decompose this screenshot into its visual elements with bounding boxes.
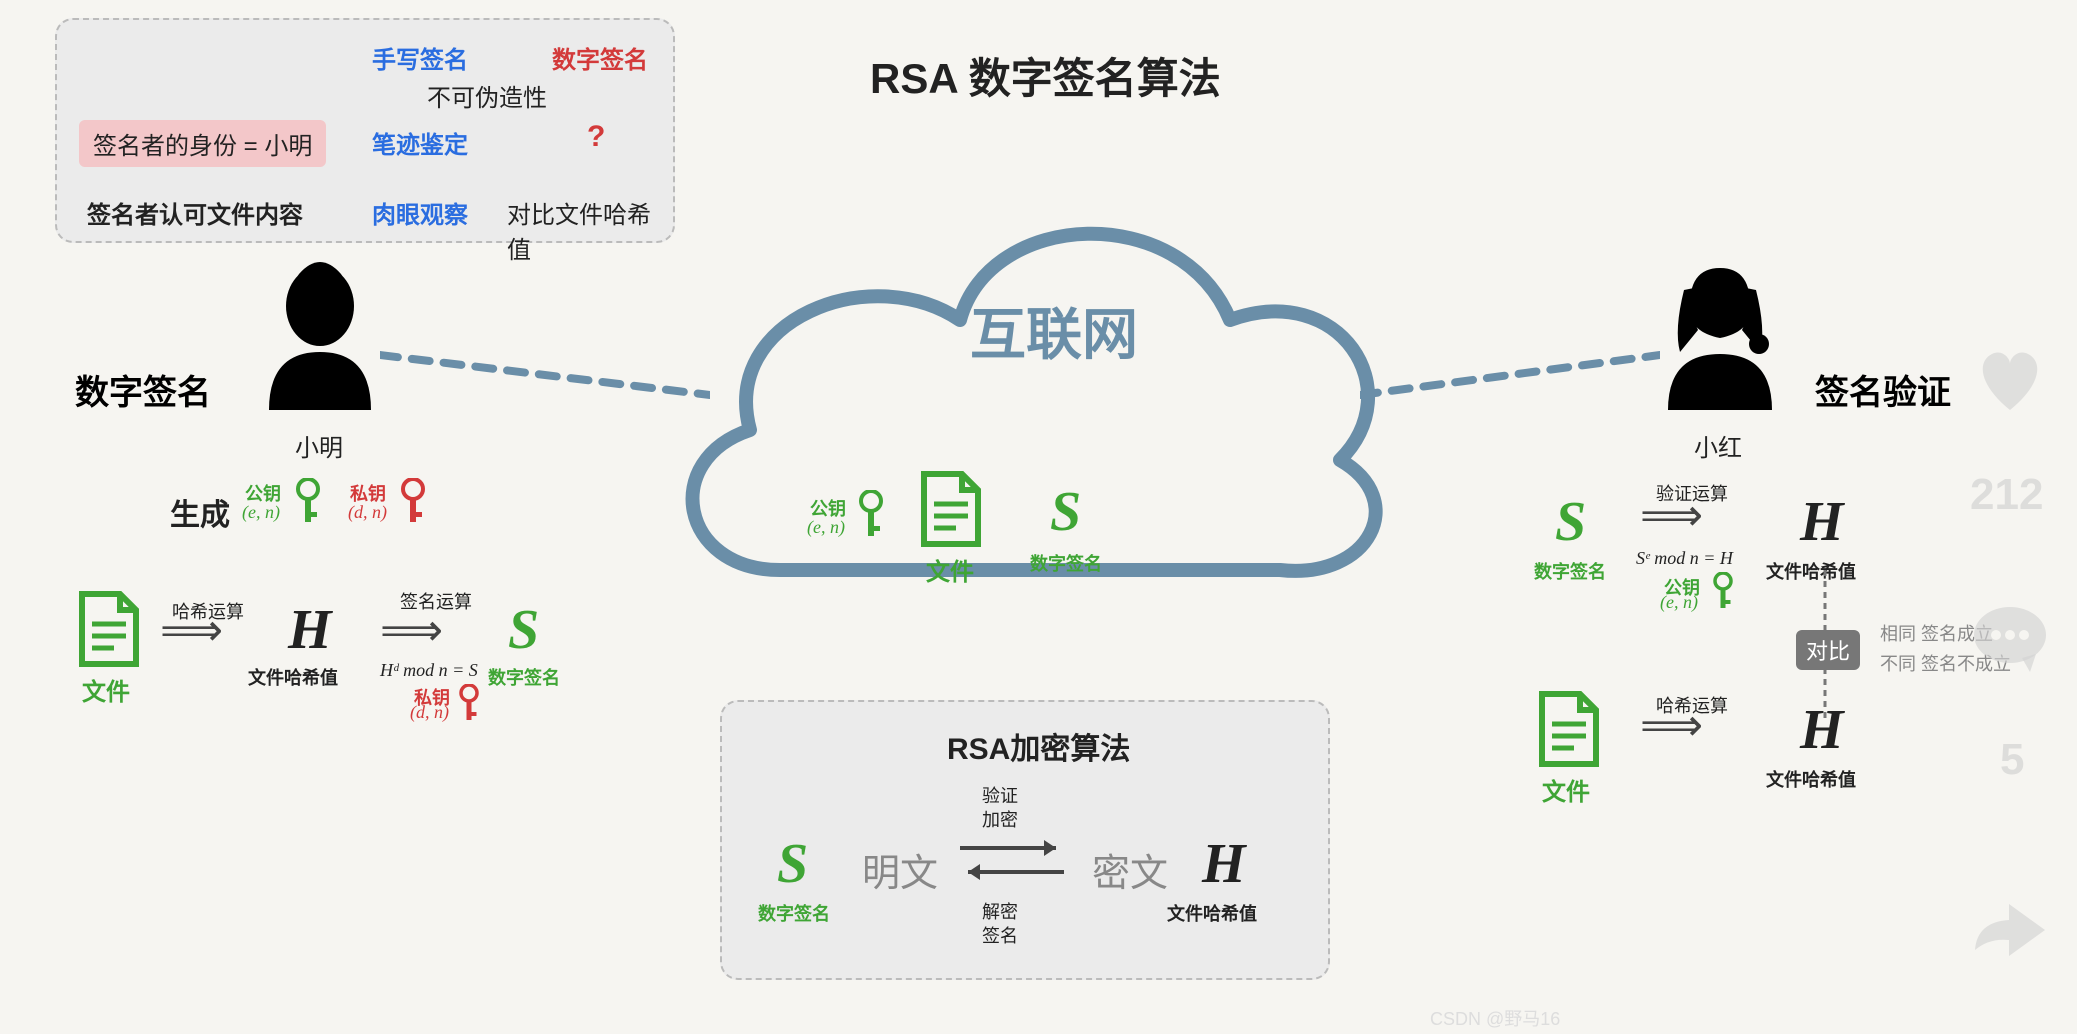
arrow-hash-right: ⟹ (1640, 700, 1699, 751)
panel-sign: 签名 (982, 922, 1018, 948)
watermark-text: CSDN @野马16 (1430, 1005, 1560, 1031)
person-xiaoming-icon (255, 260, 385, 420)
cloud-pubkey-value: (e, n) (807, 517, 845, 538)
cloud-label: 互联网 (970, 290, 1138, 371)
left-sig-label: 数字签名 (488, 664, 560, 690)
verify-formula: Sᵉ mod n = H (1636, 548, 1733, 569)
panel-s-label: 数字签名 (758, 900, 830, 926)
cloud-icon (620, 150, 1420, 650)
arrow-sign: ⟹ (380, 605, 439, 656)
left-H: H (288, 598, 332, 662)
panel-plaintext: 明文 (862, 842, 938, 897)
pubkey-value: (e, n) (242, 502, 280, 523)
cloud-sig-label: 数字签名 (1030, 550, 1102, 576)
person-xiaohong-label: 小红 (1694, 428, 1742, 463)
file-label-left: 文件 (82, 672, 130, 707)
row2-left: 签名者认可文件内容 (87, 195, 303, 230)
dashed-line-left (380, 345, 710, 405)
comment-icon[interactable] (1970, 600, 2050, 680)
rsa-panel-title: RSA加密算法 (947, 724, 1130, 768)
main-title: RSA 数字签名算法 (870, 45, 1221, 106)
row1-handwrite: 笔迹鉴定 (372, 125, 468, 160)
right-S: S (1555, 490, 1586, 554)
panel-h-label: 文件哈希值 (1167, 900, 1257, 926)
right-H2: H (1800, 698, 1844, 762)
person-xiaohong-icon (1650, 260, 1790, 420)
generate-label: 生成 (170, 490, 230, 534)
left-section-title: 数字签名 (75, 365, 211, 414)
double-arrow-icon (952, 830, 1072, 890)
file-icon-left (78, 590, 140, 668)
arrow-verify: ⟹ (1640, 490, 1699, 541)
heart-icon[interactable] (1970, 340, 2050, 420)
comment-count: 5 (2000, 735, 2024, 785)
panel-decrypt: 解密 (982, 898, 1018, 924)
panel-encrypt: 加密 (982, 806, 1018, 832)
red-key-icon (400, 478, 426, 526)
cloud-file-icon (920, 470, 982, 548)
privkey-value: (d, n) (348, 502, 387, 523)
row1-question: ? (587, 120, 605, 154)
person-xiaoming-label: 小明 (295, 428, 343, 463)
sign-formula: Hᵈ mod n = S (380, 660, 478, 681)
col-digital-header: 数字签名 (552, 40, 648, 75)
panel-H: H (1202, 832, 1246, 896)
row0-label: 不可伪造性 (427, 78, 547, 113)
left-hash-label: 文件哈希值 (248, 664, 338, 690)
comparison-panel: 手写签名 数字签名 不可伪造性 签名者的身份 = 小明 笔迹鉴定 ? 签名者认可… (55, 18, 675, 243)
panel-S: S (777, 832, 808, 896)
rsa-encrypt-panel: RSA加密算法 S 数字签名 明文 验证 加密 解密 签名 密文 H 文件哈希值 (720, 700, 1330, 980)
cloud-file-label: 文件 (926, 552, 974, 587)
right-pubkey-value: (e, n) (1660, 592, 1698, 613)
panel-ciphertext: 密文 (1092, 842, 1168, 897)
dashed-line-right (1360, 345, 1660, 405)
file-icon-right (1538, 690, 1600, 768)
right-H1: H (1800, 490, 1844, 554)
right-sig-label: 数字签名 (1534, 558, 1606, 584)
right-h1-label: 文件哈希值 (1766, 558, 1856, 584)
arrow-hash: ⟹ (160, 605, 219, 656)
identity-text: 签名者的身份 = 小明 (93, 133, 312, 160)
red-key-icon-2 (458, 684, 480, 724)
cloud-S: S (1050, 480, 1081, 544)
share-icon[interactable] (1965, 890, 2055, 970)
identity-box: 签名者的身份 = 小明 (79, 120, 326, 167)
compare-line-top (1823, 570, 1827, 630)
right-section-title: 签名验证 (1815, 365, 1951, 414)
panel-verify: 验证 (982, 782, 1018, 808)
privkey2-value: (d, n) (410, 702, 449, 723)
row2-handwrite: 肉眼观察 (372, 195, 468, 230)
compare-box: 对比 (1796, 630, 1860, 670)
cloud-green-key-icon (858, 490, 884, 542)
right-green-key-icon (1712, 572, 1734, 612)
right-h2-label: 文件哈希值 (1766, 766, 1856, 792)
left-S: S (508, 598, 539, 662)
file-label-right: 文件 (1542, 772, 1590, 807)
green-key-icon (295, 478, 321, 526)
col-handwrite-header: 手写签名 (372, 40, 468, 75)
heart-count: 212 (1970, 470, 2043, 520)
